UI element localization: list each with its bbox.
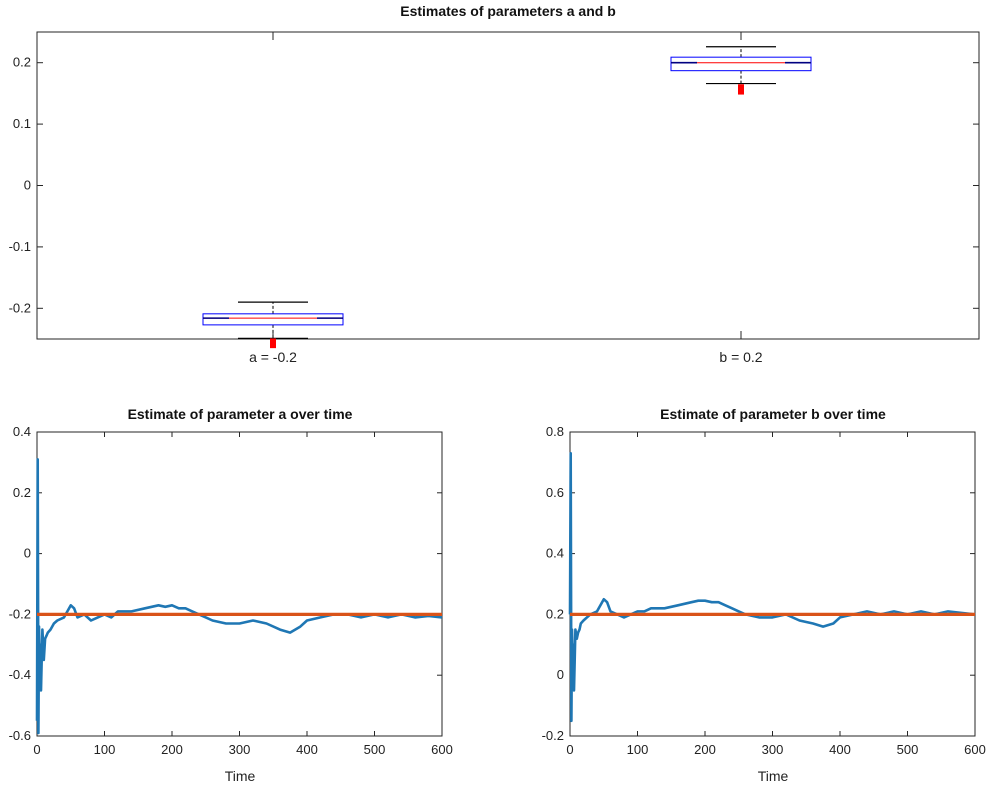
box-a: [202, 301, 344, 349]
line-b-series: [568, 451, 976, 723]
line-b-x-tick-label: 400: [829, 742, 851, 757]
line-b-y-tick-label: 0: [557, 667, 564, 682]
boxplot-y-tick-label: 0: [24, 178, 31, 193]
line-a-x-tick-label: 600: [431, 742, 453, 757]
boxplot-category-b: b = 0.2: [719, 349, 762, 365]
line-a-x-tick-label: 0: [33, 742, 40, 757]
line-b-estimate-line: [568, 451, 976, 723]
line-a-y-tick-label: 0: [24, 546, 31, 561]
line-b-x-tick-label: 500: [897, 742, 919, 757]
boxplot-y-tick-label: -0.2: [9, 300, 31, 315]
box-iqr: [202, 313, 344, 326]
line-b-x-tick-label: 200: [694, 742, 716, 757]
line-b-x-tick-label: 300: [762, 742, 784, 757]
line-panel-b: Estimate of parameter b over time 0 100 20…: [542, 406, 986, 784]
line-a-title: Estimate of parameter a over time: [128, 406, 353, 422]
boxplot-title: Estimates of parameters a and b: [400, 3, 616, 19]
line-a-y-tick-label: -0.4: [9, 667, 31, 682]
line-b-xlabel: Time: [758, 768, 789, 784]
boxplot-y-tick-label: 0.2: [13, 55, 31, 70]
line-a-xlabel: Time: [225, 768, 256, 784]
line-a-ticks: 0 100 200 300 400 500 600 0.4 0.2 0 -0.2 -0.4 -0.6: [9, 424, 453, 757]
boxplot-category-a: a = -0.2: [249, 349, 297, 365]
line-b-y-tick-label: 0.4: [546, 546, 564, 561]
line-b-y-tick-label: 0.8: [546, 424, 564, 439]
boxplot-y-tick-label: -0.1: [9, 239, 31, 254]
line-b-y-tick-label: -0.2: [542, 728, 564, 743]
line-a-x-tick-label: 100: [94, 742, 116, 757]
boxplot-x-ticks: [272, 32, 742, 339]
box-iqr: [670, 56, 812, 72]
line-b-title: Estimate of parameter b over time: [660, 406, 886, 422]
line-b-x-tick-label: 600: [964, 742, 986, 757]
line-b-y-tick-label: 0.6: [546, 485, 564, 500]
line-panel-a: Estimate of parameter a over time 0 100 20…: [9, 406, 453, 784]
line-b-y-tick-label: 0.2: [546, 606, 564, 621]
box-outlier: [270, 342, 276, 349]
line-b-axes-frame: [569, 431, 976, 737]
line-b-x-tick-label: 100: [627, 742, 649, 757]
boxplot-marks: [202, 46, 812, 349]
line-a-y-tick-label: 0.4: [13, 424, 31, 439]
line-b-x-tick-label: 0: [566, 742, 573, 757]
line-a-y-tick-label: 0.2: [13, 485, 31, 500]
box-outlier: [738, 84, 744, 91]
box-b: [670, 46, 812, 95]
line-a-x-tick-label: 300: [229, 742, 251, 757]
boxplot-axes-frame: [36, 31, 980, 340]
line-a-y-tick-label: -0.6: [9, 728, 31, 743]
line-a-series: [35, 458, 443, 735]
line-a-estimate-line: [35, 458, 443, 735]
line-a-y-tick-label: -0.2: [9, 606, 31, 621]
line-a-x-tick-label: 400: [296, 742, 318, 757]
line-a-axes-frame: [36, 431, 443, 737]
boxplot-y-tick-label: 0.1: [13, 116, 31, 131]
line-a-x-tick-label: 200: [161, 742, 183, 757]
line-a-x-tick-label: 500: [364, 742, 386, 757]
boxplot-panel: Estimates of parameters a and b 0.2 0.1 0 -…: [9, 3, 980, 365]
boxplot-y-ticks: 0.2 0.1 0 -0.1 -0.2: [9, 55, 979, 315]
